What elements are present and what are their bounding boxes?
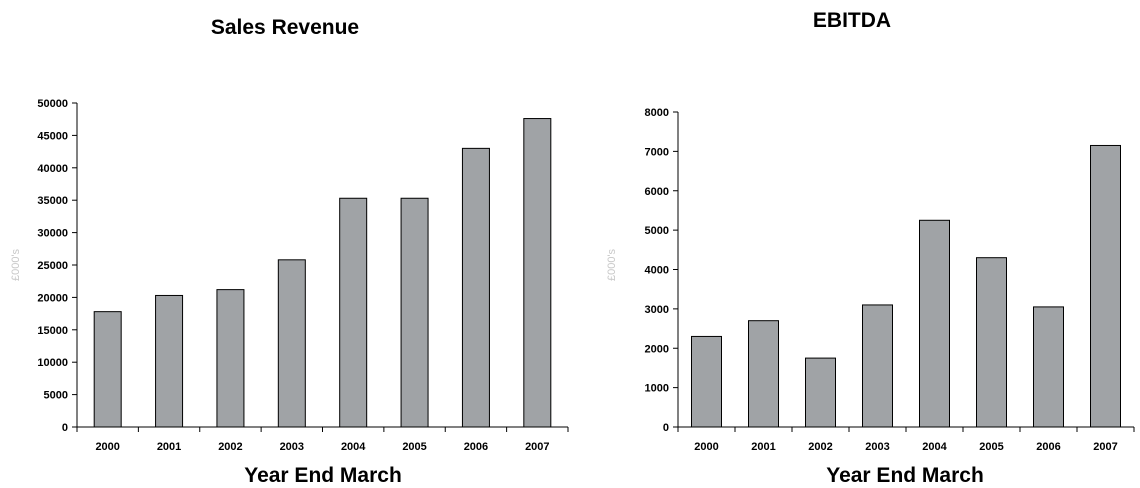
bar-2001: [748, 320, 779, 428]
x-tick-label: 2000: [694, 441, 718, 453]
y-tick-label: 45000: [37, 130, 68, 142]
x-tick-label: 2007: [525, 441, 549, 453]
bar-2002: [805, 357, 836, 428]
y-tick-label: 7000: [645, 146, 669, 158]
x-tick-label: 2003: [280, 441, 304, 453]
bar-2006: [461, 147, 490, 428]
bar-2000: [93, 311, 122, 428]
y-tick-label: 3000: [645, 304, 669, 316]
bar-2007: [523, 118, 552, 428]
x-tick-label: 2001: [751, 441, 775, 453]
y-tick-label: 4000: [645, 265, 669, 277]
chart-title: Sales Revenue: [211, 16, 359, 39]
y-axis-label: £000's: [606, 248, 618, 281]
bar-2006: [1033, 306, 1064, 428]
bar-2003: [277, 259, 306, 428]
y-tick-label: 25000: [37, 260, 68, 272]
y-tick-label: 20000: [37, 292, 68, 304]
chart-title: EBITDA: [813, 9, 891, 32]
y-tick-label: 15000: [37, 325, 68, 337]
y-tick-label: 35000: [37, 195, 68, 207]
sales-revenue-chart-panel: Sales Revenue Year End March £000's 0 500…: [10, 16, 569, 487]
x-axis-label: Year End March: [826, 464, 984, 487]
y-tick-label: 40000: [37, 163, 68, 175]
x-tick-label: 2007: [1093, 441, 1117, 453]
y-tick-label: 2000: [645, 343, 669, 355]
x-tick-label: 2005: [979, 441, 1003, 453]
y-tick-label: 6000: [645, 186, 669, 198]
bar-2004: [339, 197, 368, 428]
y-tick-label: 5000: [44, 390, 68, 402]
bar-2005: [976, 257, 1007, 428]
y-tick-label: 1000: [645, 383, 669, 395]
x-tick-label: 2002: [808, 441, 832, 453]
x-tick-label: 2000: [95, 441, 119, 453]
y-tick-label: 10000: [37, 357, 68, 369]
x-tick-label: 2006: [464, 441, 488, 453]
bar-2004: [919, 219, 950, 428]
x-axis-label: Year End March: [244, 464, 402, 487]
x-tick-label: 2003: [865, 441, 889, 453]
y-axis-label: £000's: [10, 248, 22, 281]
y-tick-label: 5000: [645, 225, 669, 237]
x-tick-label: 2005: [402, 441, 426, 453]
x-tick-label: 2004: [922, 441, 947, 453]
x-tick-label: 2006: [1036, 441, 1060, 453]
sales-revenue-chart: Sales Revenue Year End March £000's 0 500…: [10, 16, 569, 487]
y-tick-label: 8000: [645, 107, 669, 119]
y-tick-label: 0: [62, 422, 68, 434]
bar-2003: [862, 304, 893, 428]
bar-2001: [155, 294, 184, 428]
ebitda-chart: EBITDA Year End March £000's 0 1000 2000 30…: [606, 9, 1135, 487]
x-tick-label: 2004: [341, 441, 366, 453]
bar-2002: [216, 289, 245, 428]
y-tick-label: 30000: [37, 228, 68, 240]
x-tick-label: 2002: [218, 441, 242, 453]
x-tick-label: 2001: [157, 441, 181, 453]
ebitda-chart-panel: EBITDA Year End March £000's 0 1000 2000 30…: [580, 0, 1140, 488]
y-tick-label: 50000: [37, 98, 68, 110]
bar-2005: [400, 197, 429, 428]
y-tick-label: 0: [663, 422, 669, 434]
bar-2000: [691, 335, 722, 428]
bar-2007: [1090, 144, 1121, 428]
